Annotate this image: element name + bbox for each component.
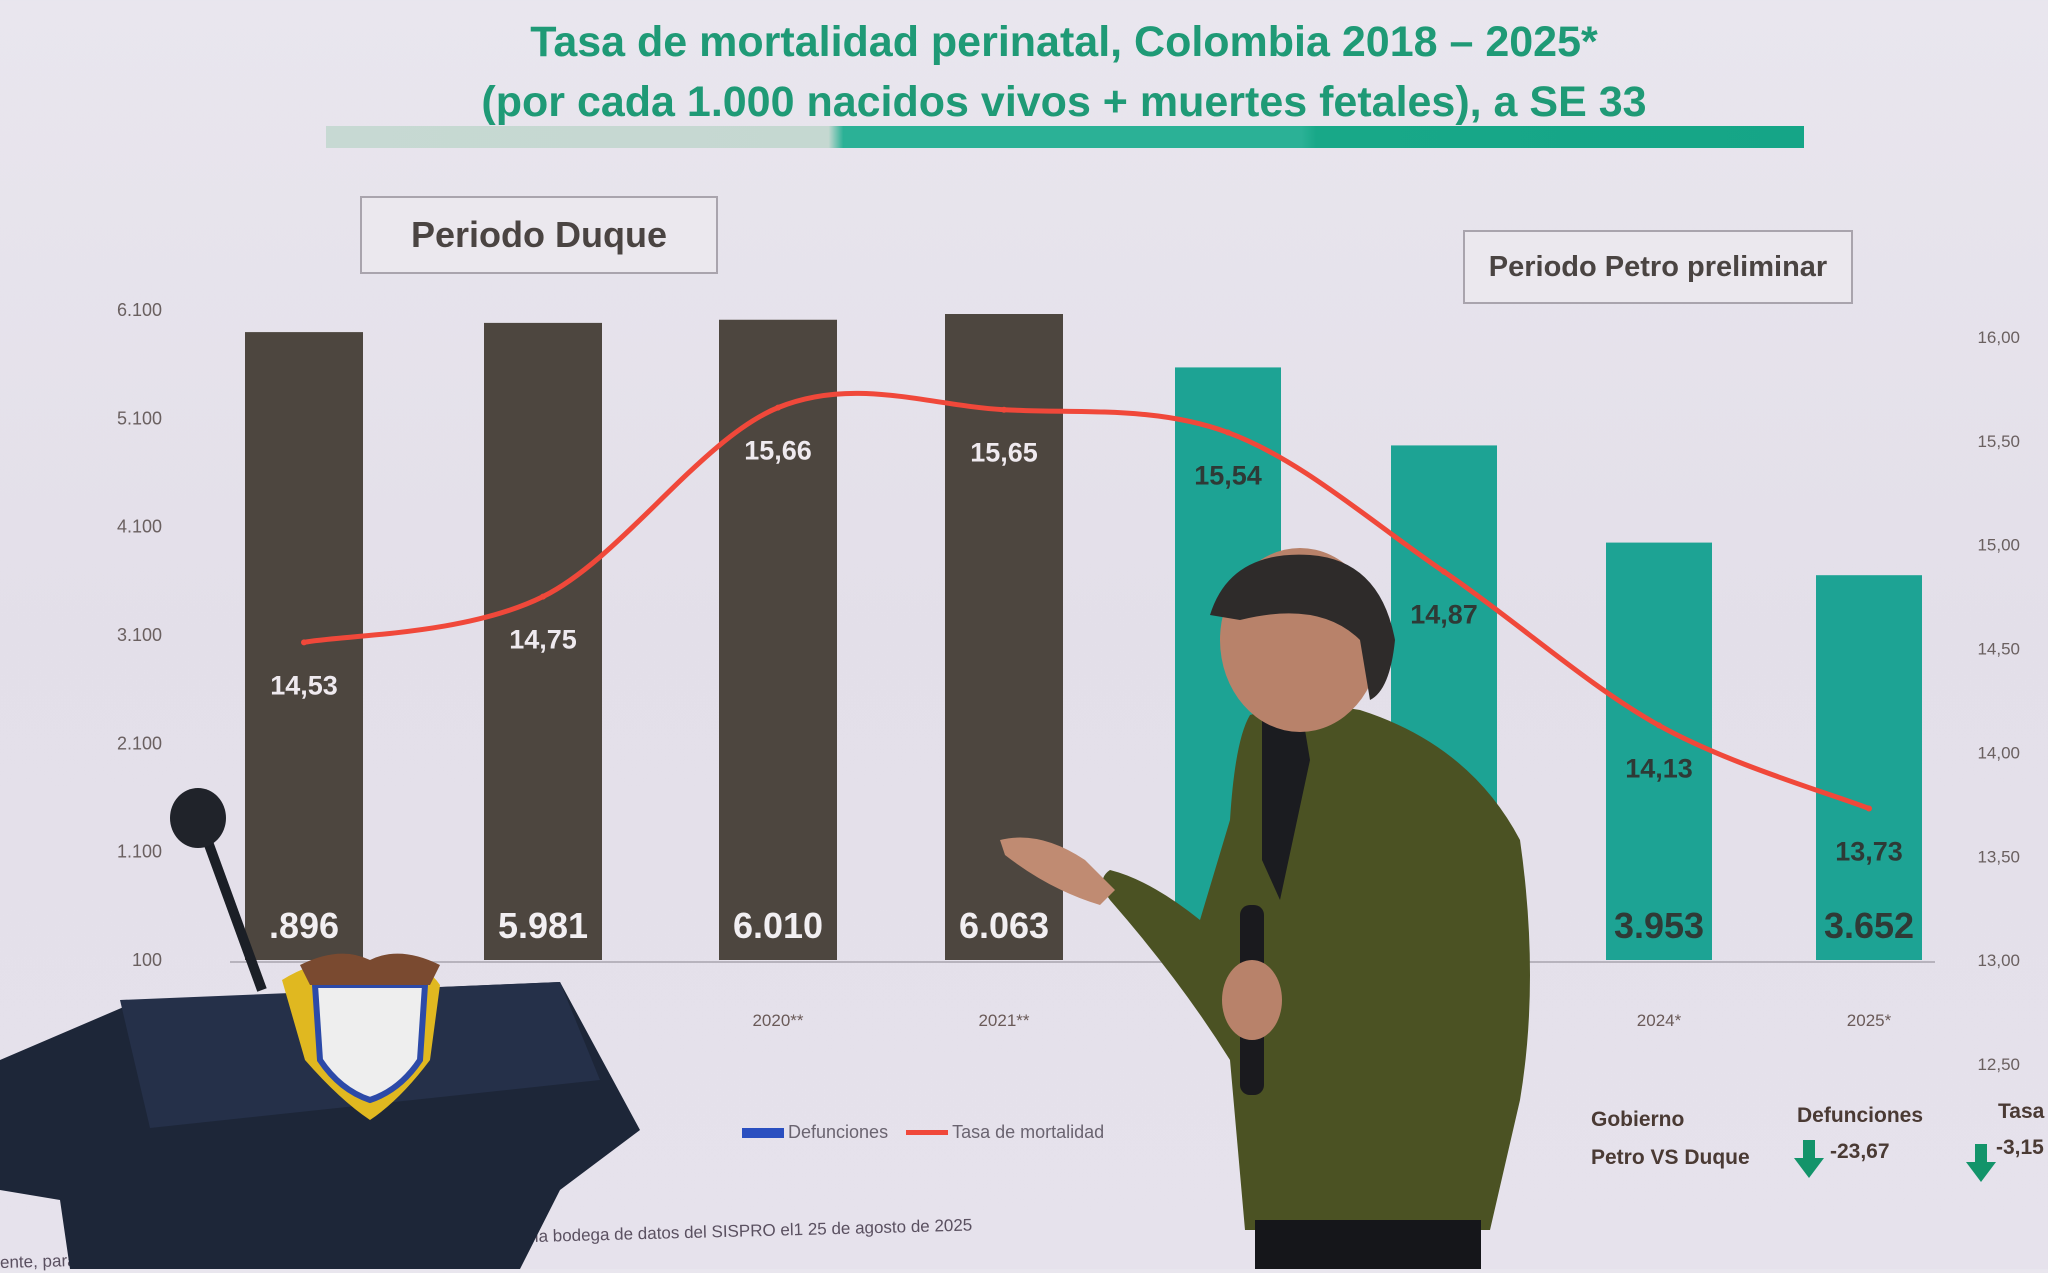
line-tasa-mortalidad bbox=[303, 390, 1870, 811]
rate-value-label: 14,75 bbox=[509, 625, 577, 655]
summary-tasa-label: Tasa bbox=[1998, 1100, 2045, 1123]
line-point-tasa bbox=[1001, 406, 1007, 413]
title-underline-bar bbox=[326, 126, 1804, 148]
left-axis-tick: 6.100 bbox=[117, 300, 162, 320]
summary-gobierno-label: Gobierno bbox=[1591, 1108, 1685, 1131]
line-point-tasa bbox=[301, 639, 307, 646]
legend-label-tasa: Tasa de mortalidad bbox=[952, 1122, 1105, 1142]
chart-title: Tasa de mortalidad perinatal, Colombia 2… bbox=[530, 18, 1598, 66]
bar-value-label: 3.652 bbox=[1824, 905, 1914, 946]
legend-swatch-tasa bbox=[906, 1130, 949, 1135]
bar-defunciones bbox=[1606, 542, 1712, 960]
summary-defunciones-value: -23,67 bbox=[1830, 1140, 1890, 1163]
legend-swatch-defunciones bbox=[742, 1127, 784, 1138]
left-axis-tick: 5.100 bbox=[117, 408, 162, 428]
line-point-tasa bbox=[540, 593, 546, 600]
rate-value-label: 14,87 bbox=[1410, 600, 1478, 630]
left-axis-tick: 100 bbox=[132, 950, 162, 970]
x-axis-tick: 2024* bbox=[1637, 1011, 1682, 1030]
bar-defunciones bbox=[1816, 575, 1922, 960]
right-axis-tick: 14,50 bbox=[1977, 640, 2020, 659]
rate-value-label: 15,65 bbox=[970, 438, 1038, 468]
line-point-tasa bbox=[1225, 429, 1231, 436]
rate-value-label: 14,53 bbox=[270, 670, 338, 700]
line-point-tasa bbox=[775, 404, 781, 411]
legend: Defunciones Tasa de mortalidad bbox=[742, 1122, 1104, 1143]
summary-comparison: Petro VS Duque bbox=[1591, 1146, 1750, 1169]
bar-value-label: 6.010 bbox=[733, 905, 823, 946]
right-axis-tick: 15,00 bbox=[1977, 536, 2020, 555]
left-axis-tick: 4.100 bbox=[117, 517, 162, 537]
x-axis-tick: 2025* bbox=[1847, 1011, 1892, 1030]
left-axis-tick: 2.100 bbox=[117, 733, 162, 753]
period-petro-label: Periodo Petro preliminar bbox=[1463, 230, 1853, 304]
x-axis-tick: 2020** bbox=[752, 1011, 803, 1030]
bar-value-label: 3.953 bbox=[1614, 905, 1704, 946]
bar-defunciones bbox=[1175, 367, 1281, 961]
bar-defunciones bbox=[245, 332, 363, 961]
rate-value-label: 15,54 bbox=[1194, 461, 1262, 491]
bar-value-label: 6.063 bbox=[959, 905, 1049, 946]
summary-defunciones-label: Defunciones bbox=[1797, 1104, 1924, 1127]
period-duque-label: Periodo Duque bbox=[360, 196, 718, 274]
right-axis-tick: 15,50 bbox=[1977, 432, 2020, 451]
bar-defunciones bbox=[719, 319, 837, 960]
rate-value-label: 14,13 bbox=[1625, 753, 1693, 783]
line-point-tasa bbox=[1866, 805, 1872, 812]
right-axis-tick: 12,50 bbox=[1977, 1055, 2020, 1074]
line-point-tasa bbox=[1441, 568, 1447, 575]
arrow-down-icon bbox=[1966, 1144, 1996, 1182]
bar-value-label: .896 bbox=[269, 905, 339, 946]
left-axis-tick: 3.100 bbox=[117, 625, 162, 645]
left-axis-tick: 1.100 bbox=[117, 842, 162, 862]
chart-subtitle: (por cada 1.000 nacidos vivos + muertes … bbox=[481, 78, 1647, 126]
right-axis-tick: 13,00 bbox=[1977, 951, 2020, 970]
rate-value-label: 15,66 bbox=[744, 436, 812, 466]
legend-label-defunciones: Defunciones bbox=[788, 1122, 889, 1142]
right-axis-tick: 16,00 bbox=[1977, 328, 2020, 347]
bar-defunciones bbox=[1391, 445, 1497, 961]
footnote-fragment: ente, para bbox=[0, 1251, 77, 1272]
rate-value-label: 13,73 bbox=[1835, 837, 1903, 867]
bar-value-label: 5.981 bbox=[498, 905, 588, 946]
bar-defunciones bbox=[484, 322, 602, 960]
right-axis-tick: 13,50 bbox=[1977, 847, 2020, 866]
line-point-tasa bbox=[1656, 722, 1662, 729]
summary-tasa-value: -3,15 bbox=[1996, 1136, 2044, 1159]
arrow-down-icon bbox=[1794, 1140, 1824, 1178]
right-axis-tick: 14,00 bbox=[1977, 743, 2020, 762]
x-axis-tick: 2021** bbox=[978, 1011, 1029, 1030]
